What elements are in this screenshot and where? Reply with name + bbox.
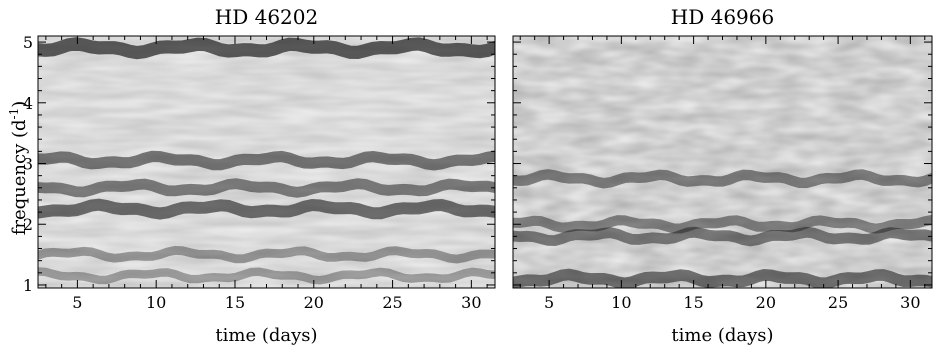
frequency-ridge (38, 150, 495, 171)
y-tick-label: 4 (23, 94, 33, 113)
x-tick-label: 30 (900, 293, 920, 312)
x-tick-label: 15 (683, 293, 703, 312)
x-tick-label: 30 (461, 293, 481, 312)
x-tick-label: 25 (382, 293, 402, 312)
x-axis-label: time (days) (215, 325, 317, 346)
x-tick-label: 5 (544, 293, 554, 312)
frequency-ridge (513, 226, 932, 247)
panel-title: HD 46202 (215, 5, 318, 29)
y-tick-label: 2 (23, 215, 33, 234)
y-tick-label: 3 (23, 155, 33, 174)
y-tick-label: 1 (23, 276, 33, 295)
x-axis-label: time (days) (671, 325, 773, 346)
panel-title: HD 46966 (671, 5, 774, 29)
x-tick-label: 20 (304, 293, 324, 312)
frequency-ridge (513, 214, 932, 234)
frequency-ridge (38, 245, 495, 264)
frequency-ridge (513, 169, 932, 189)
frequency-ridge (38, 198, 495, 220)
y-axis-label: frequency (d-1) (7, 101, 30, 236)
frequency-ridge (38, 267, 495, 285)
x-tick-label: 15 (225, 293, 245, 312)
frequency-ridge (513, 268, 932, 288)
spectrogram-texture (513, 36, 932, 288)
frequency-ridge (38, 178, 495, 198)
panel-hd-46202: 5 10 15 20 25 30 1 2 3 4 5 HD 46202 time (days) (23, 5, 496, 346)
panel-hd-46966: 5 10 15 20 25 30 HD 46966 time (days) (512, 5, 933, 346)
frequency-ridge (38, 37, 495, 60)
x-tick-label: 10 (146, 293, 166, 312)
x-tick-label: 5 (72, 293, 82, 312)
x-tick-label: 10 (611, 293, 631, 312)
x-tick-label: 20 (756, 293, 776, 312)
x-tick-label: 25 (828, 293, 848, 312)
y-tick-label: 5 (23, 33, 33, 52)
